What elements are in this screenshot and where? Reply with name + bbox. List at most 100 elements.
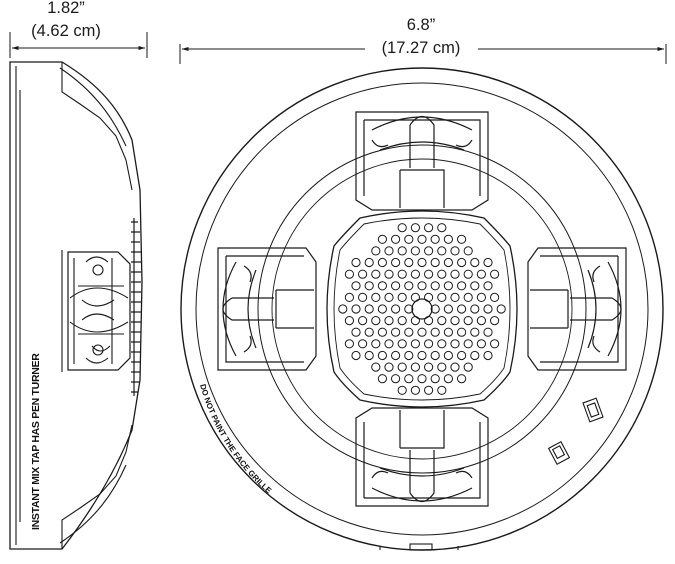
grille-hole [377,327,387,337]
grille-hole [457,304,467,314]
grille-hole [351,327,361,337]
grille-hole [490,316,500,326]
grille-hole [391,374,401,384]
grille-hole [470,257,480,268]
grille-hole [371,292,381,302]
depth-inches-label: 1.82” [47,0,85,17]
grille-hole [470,350,480,361]
grille-hole [463,246,473,256]
grille-hole [443,304,453,314]
depth-cm-label: (4.62 cm) [31,22,101,40]
face-imprint-label: DO NOT PAINT THE FACE GRILLE [198,383,274,496]
grille-hole [483,257,493,268]
grille-hole [437,362,447,372]
grille-hole [450,362,460,372]
grille-hole [443,350,453,361]
front-view [180,67,664,551]
service-tabs [379,397,604,551]
grille-hole [443,281,453,291]
grille-hole [391,257,401,268]
grille-hole [404,304,414,314]
grille-hole [417,234,427,244]
grille-hole [404,374,414,384]
grille-hole [476,292,486,302]
grille-hole [437,292,447,302]
grille-hole [437,385,447,395]
grille-hole [450,246,460,256]
grille-hole [364,327,374,337]
diameter-dimension: 6.8” (17.27 cm) [179,16,667,64]
grille-hole [450,339,460,349]
grille-hole [397,385,407,395]
grille-hole [424,223,434,233]
grille-hole [410,362,420,372]
grille-hole [351,304,361,314]
grille-hole [470,327,480,337]
grille-hole [351,281,361,291]
grille-hole [457,374,467,384]
grille-hole [377,234,387,244]
inner-ring [257,144,587,474]
grille-hole [450,292,460,302]
grille-hole [424,385,434,395]
grille-hole [430,234,440,244]
grille-hole [358,339,368,349]
grille-hole [391,350,401,361]
grille-hole [358,269,368,279]
grille-hole [358,316,368,326]
grille-hole [384,292,394,302]
grille-hole [443,257,453,268]
grille-hole [404,281,414,291]
grille-hole [344,269,354,279]
grille-hole [364,350,374,361]
grille-hole [457,350,467,361]
grille-hole [443,327,453,337]
side-imprint-label: INSTANT MIX TAP HAS PEN TURNER [30,353,42,530]
grille-hole [417,350,427,361]
grille-hole [463,292,473,302]
grille-hole [463,316,473,326]
grille-hole [437,223,447,233]
grille-hole [397,292,407,302]
grille-hole [377,257,387,268]
grille-hole [417,281,427,291]
grille-hole [404,234,414,244]
grille-hole [371,269,381,279]
grille-hole [410,223,420,233]
grille-hole [470,304,480,314]
grille-hole [377,350,387,361]
grille-hole [470,281,480,291]
grille-hole [410,269,420,279]
grille-hole [384,339,394,349]
grille-hole [338,304,348,314]
grille-hole [344,316,354,326]
grille-hole [424,269,434,279]
grille-hole [358,292,368,302]
grille-hole [351,350,361,361]
grille-hole [344,339,354,349]
grille-hole [437,316,447,326]
diameter-cm-label: (17.27 cm) [382,39,461,57]
grille-hole [391,281,401,291]
grille-hole [391,327,401,337]
grille-hole [476,269,486,279]
grille-hole [483,304,493,314]
grille-hole [490,269,500,279]
grille-hole [424,246,434,256]
grille-hole [457,327,467,337]
grille-hole [410,246,420,256]
grille-hole [384,362,394,372]
grille-hole [483,350,493,361]
second-ring [195,82,649,536]
grille-hole [463,362,473,372]
grille-hole [450,316,460,326]
grille-hole [457,234,467,244]
grille-hole [397,339,407,349]
grille-hole [364,257,374,268]
grille-hole [371,316,381,326]
grille-hole [384,246,394,256]
grille-hole [496,304,506,314]
grille-hole [430,350,440,361]
grille-hole [490,292,500,302]
